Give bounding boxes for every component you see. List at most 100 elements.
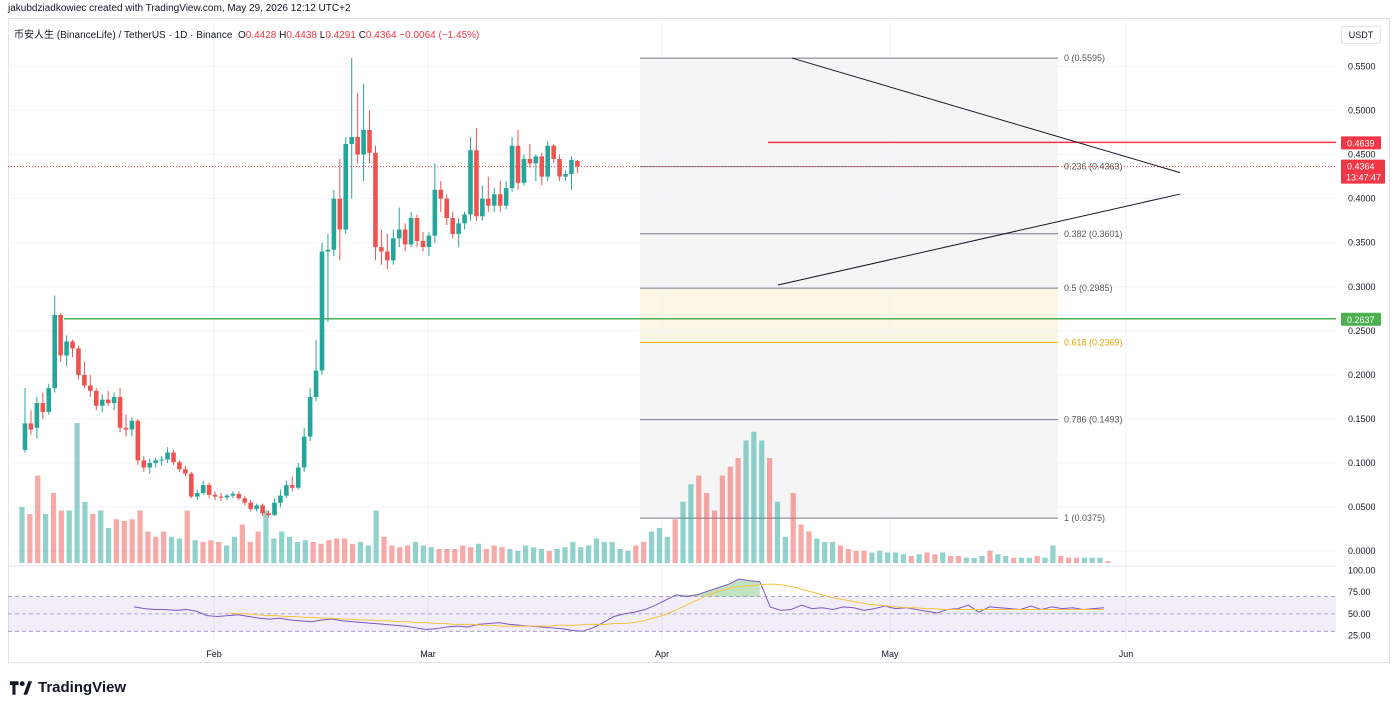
symbol-legend: 币安人生 (BinanceLife) / TetherUS · 1D · Bin… xyxy=(14,26,479,41)
volume-bar xyxy=(302,540,308,563)
rsi-tick-label: 50.00 xyxy=(1348,609,1371,619)
candle-body xyxy=(331,198,337,250)
volume-bar xyxy=(877,550,883,563)
time-tick-label: Feb xyxy=(206,649,222,659)
volume-bar xyxy=(1058,556,1064,563)
volume-bar xyxy=(326,540,332,563)
volume-bar xyxy=(357,542,363,563)
candle-body xyxy=(40,403,46,412)
volume-bar xyxy=(334,538,340,563)
candle-body xyxy=(224,495,230,498)
time-tick-label: Jun xyxy=(1119,649,1134,659)
candle-body xyxy=(414,218,420,241)
candle-body xyxy=(123,427,129,430)
volume-bar xyxy=(460,545,466,563)
high-label: H xyxy=(279,30,287,41)
candle-body xyxy=(468,150,473,215)
volume-bar xyxy=(1073,557,1080,563)
chart-credit: jakubdziadkowiec created with TradingVie… xyxy=(8,3,351,14)
volume-bar xyxy=(892,552,899,563)
candle-body xyxy=(515,145,521,183)
candle-body xyxy=(557,158,562,177)
volume-bar xyxy=(349,543,356,563)
candle-body xyxy=(367,129,372,153)
volume-bar xyxy=(176,538,182,563)
volume-bar xyxy=(412,542,419,563)
volume-bar xyxy=(727,466,733,563)
candle-body xyxy=(52,314,57,389)
volume-bar xyxy=(1042,557,1048,563)
candle-body xyxy=(242,498,248,503)
fib-level-label: 0.5 (0.2985) xyxy=(1064,283,1113,293)
candle-body xyxy=(206,485,212,495)
resistance-price-tag xyxy=(1341,136,1381,150)
volume-bar xyxy=(767,458,773,563)
volume-bar xyxy=(98,510,104,563)
volume-bar xyxy=(129,519,135,563)
low-value: 0.4291 xyxy=(325,30,356,41)
volume-bar xyxy=(963,557,969,563)
candle-body xyxy=(111,396,117,404)
time-tick-label: Mar xyxy=(420,649,436,659)
candle-body xyxy=(266,513,271,516)
candle-body xyxy=(64,341,69,356)
candle-body xyxy=(248,502,254,509)
candle-body xyxy=(105,399,111,404)
volume-bar xyxy=(153,536,159,563)
volume-bar xyxy=(971,557,977,563)
volume-bar xyxy=(105,528,112,563)
candle-body xyxy=(159,459,164,461)
volume-bar xyxy=(711,510,718,563)
candle-body xyxy=(337,198,343,230)
resistance-price-label: 0.4639 xyxy=(1347,138,1375,148)
volume-bar xyxy=(428,547,434,563)
time-tick-label: Apr xyxy=(655,649,669,659)
currency-button[interactable]: USDT xyxy=(1341,26,1381,44)
candle-body xyxy=(480,198,485,217)
price-tick-label: 0.4500 xyxy=(1348,150,1376,160)
volume-bar xyxy=(483,549,489,563)
volume-bar xyxy=(279,531,285,563)
candle-body xyxy=(212,494,218,497)
candle-body xyxy=(444,198,450,219)
candle-body xyxy=(509,145,515,189)
volume-bar xyxy=(82,501,88,563)
candle-body xyxy=(183,469,188,474)
fib-level-label: 0 (0.5595) xyxy=(1064,53,1105,63)
volume-bar xyxy=(239,524,245,563)
candle-body xyxy=(141,460,147,468)
candle-body xyxy=(88,385,93,391)
volume-bar xyxy=(50,493,57,563)
volume-bar xyxy=(932,554,938,563)
volume-bar xyxy=(35,475,41,563)
time-tick-label: May xyxy=(881,649,899,659)
volume-bar xyxy=(66,510,72,563)
volume-bar xyxy=(1066,557,1072,563)
volume-bar xyxy=(294,542,301,563)
volume-bar xyxy=(499,547,505,563)
candle-body xyxy=(290,485,295,488)
candle-body xyxy=(76,348,81,375)
tradingview-logo[interactable]: TradingView xyxy=(10,679,126,696)
volume-bar xyxy=(271,538,277,563)
fib-level-label: 0.618 (0.2369) xyxy=(1064,337,1123,347)
candle-body xyxy=(82,374,87,386)
volume-bar xyxy=(664,536,670,563)
volume-bar xyxy=(1089,557,1095,563)
volume-bar xyxy=(798,524,804,563)
candle-body xyxy=(272,502,277,516)
volume-bar xyxy=(759,440,765,563)
volume-bar xyxy=(735,458,741,563)
fib-level-label: 0.382 (0.3601) xyxy=(1064,229,1123,239)
volume-bar xyxy=(845,549,851,563)
volume-bar xyxy=(184,510,190,563)
volume-bar xyxy=(475,543,482,563)
candle-body xyxy=(551,145,556,159)
volume-bar xyxy=(625,550,631,563)
volume-bar xyxy=(523,545,529,563)
volume-bar xyxy=(216,542,222,563)
countdown-label: 13:47:47 xyxy=(1346,173,1381,183)
candle-body xyxy=(147,463,153,468)
volume-bar xyxy=(916,554,922,563)
